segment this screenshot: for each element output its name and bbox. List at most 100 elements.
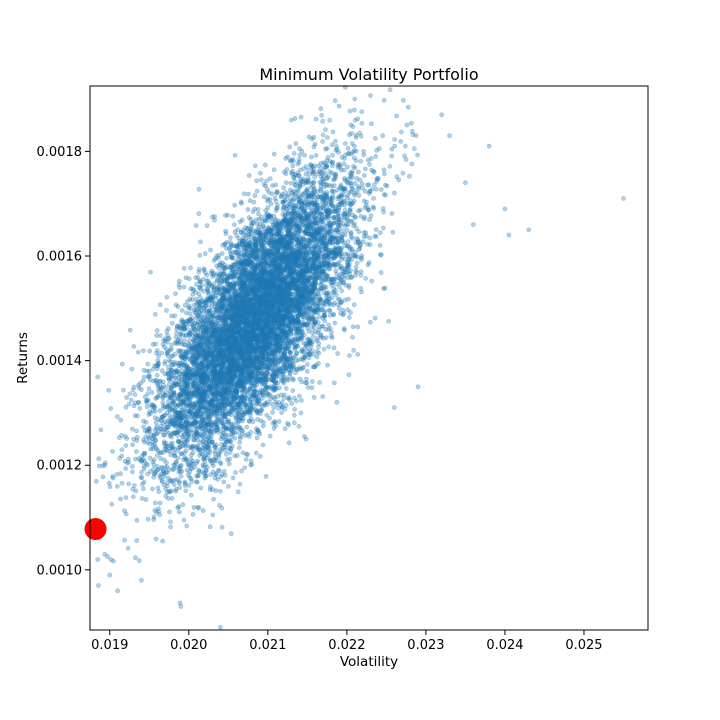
portfolio-point	[330, 152, 335, 158]
portfolio-point	[259, 351, 265, 357]
portfolio-point	[251, 199, 257, 205]
portfolio-point	[139, 496, 145, 501]
portfolio-point	[217, 460, 223, 465]
portfolio-point	[180, 502, 186, 508]
portfolio-point	[258, 387, 264, 393]
portfolio-point	[288, 180, 294, 186]
portfolio-point	[166, 424, 172, 430]
portfolio-point	[167, 509, 172, 515]
portfolio-point	[197, 252, 203, 258]
portfolio-point	[361, 148, 366, 154]
portfolio-point	[197, 394, 203, 400]
portfolio-point	[276, 218, 282, 224]
portfolio-point	[279, 410, 285, 415]
portfolio-point	[184, 523, 190, 529]
portfolio-point	[188, 415, 194, 421]
portfolio-point	[237, 282, 243, 288]
portfolio-point	[215, 392, 220, 398]
points-layer	[89, 84, 626, 630]
portfolio-point	[217, 357, 223, 363]
portfolio-point	[333, 171, 339, 177]
portfolio-point	[368, 156, 374, 161]
portfolio-point	[358, 133, 364, 139]
portfolio-point	[287, 221, 293, 227]
portfolio-point	[314, 349, 320, 354]
portfolio-point	[233, 313, 239, 319]
portfolio-point	[217, 354, 222, 360]
portfolio-point	[325, 362, 330, 368]
portfolio-point	[253, 291, 259, 297]
portfolio-point	[168, 519, 173, 525]
portfolio-point	[240, 359, 246, 365]
portfolio-point	[354, 226, 359, 232]
portfolio-point	[366, 191, 372, 196]
portfolio-point	[305, 193, 311, 199]
portfolio-point	[152, 427, 158, 433]
portfolio-point	[347, 353, 352, 358]
portfolio-point	[257, 230, 263, 236]
portfolio-point	[267, 278, 273, 284]
portfolio-point	[273, 208, 279, 214]
portfolio-point	[247, 299, 253, 305]
portfolio-point	[235, 393, 241, 399]
portfolio-point	[169, 495, 175, 501]
portfolio-point	[183, 425, 189, 431]
portfolio-point	[250, 300, 256, 306]
portfolio-point	[268, 384, 274, 390]
portfolio-point	[202, 251, 208, 257]
portfolio-point	[302, 152, 307, 158]
portfolio-point	[218, 345, 223, 351]
portfolio-point	[163, 440, 169, 446]
portfolio-point	[348, 122, 354, 128]
portfolio-point	[177, 600, 183, 606]
portfolio-point	[272, 286, 278, 291]
portfolio-point	[291, 412, 297, 418]
portfolio-point	[164, 429, 169, 434]
portfolio-point	[168, 419, 174, 425]
portfolio-point	[265, 351, 271, 357]
portfolio-point	[310, 266, 316, 271]
portfolio-point	[258, 309, 264, 315]
portfolio-point	[215, 370, 221, 376]
portfolio-point	[241, 281, 247, 286]
portfolio-point	[296, 289, 302, 295]
portfolio-point	[378, 252, 384, 258]
portfolio-point	[217, 352, 223, 358]
portfolio-point	[372, 135, 378, 141]
portfolio-point	[223, 451, 229, 457]
portfolio-point	[344, 228, 350, 233]
portfolio-point	[310, 226, 316, 232]
portfolio-point	[256, 324, 262, 330]
portfolio-point	[292, 406, 298, 412]
portfolio-point	[260, 297, 266, 302]
portfolio-point	[235, 361, 241, 367]
portfolio-point	[176, 509, 182, 515]
portfolio-point	[258, 344, 264, 350]
portfolio-point	[204, 444, 209, 450]
portfolio-point	[252, 333, 258, 338]
portfolio-point	[213, 316, 218, 321]
portfolio-point	[148, 411, 153, 417]
portfolio-point	[242, 361, 247, 367]
portfolio-point	[290, 279, 295, 285]
portfolio-point	[260, 326, 266, 332]
portfolio-point	[263, 313, 269, 319]
portfolio-point	[195, 396, 201, 401]
portfolio-point	[309, 264, 315, 270]
portfolio-point	[331, 380, 337, 386]
portfolio-point	[139, 481, 145, 487]
portfolio-point	[209, 313, 214, 319]
portfolio-point	[106, 387, 112, 393]
portfolio-point	[119, 480, 125, 486]
portfolio-point	[282, 244, 288, 250]
portfolio-point	[259, 273, 265, 279]
portfolio-point	[282, 426, 288, 432]
portfolio-point	[267, 415, 272, 421]
portfolio-point	[278, 237, 284, 243]
portfolio-point	[246, 329, 252, 335]
portfolio-point	[164, 424, 170, 430]
portfolio-point	[286, 205, 292, 211]
portfolio-point	[258, 268, 264, 274]
portfolio-point	[232, 343, 237, 348]
portfolio-point	[270, 298, 276, 304]
